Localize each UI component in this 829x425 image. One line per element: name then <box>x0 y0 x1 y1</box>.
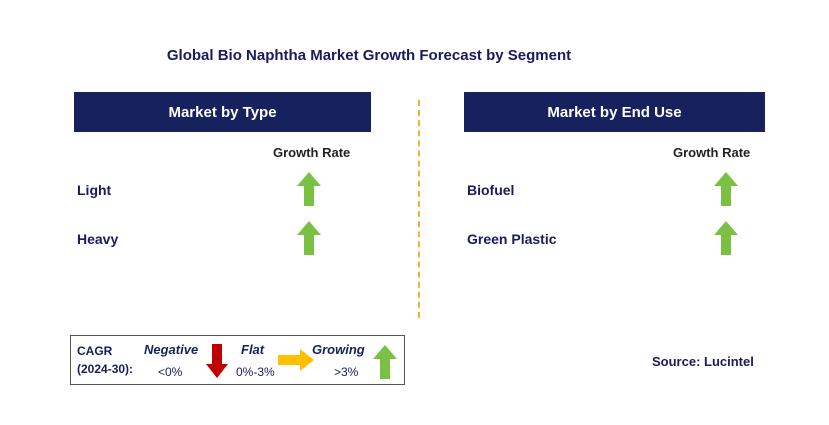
row-label-green-plastic: Green Plastic <box>467 231 557 247</box>
row-label-heavy: Heavy <box>77 231 119 247</box>
legend-negative-range: <0% <box>158 365 183 379</box>
growth-rate-header-end-use: Growth Rate <box>673 145 751 160</box>
up-arrow-icon <box>714 221 738 255</box>
source-note: Source: Lucintel <box>652 354 754 369</box>
legend-growing-label: Growing <box>312 342 365 357</box>
up-arrow-icon <box>297 172 321 206</box>
down-arrow-icon <box>206 344 228 378</box>
legend-growing-range: >3% <box>334 365 359 379</box>
panel-divider <box>418 100 420 318</box>
panel-header-end-use: Market by End Use <box>464 92 765 132</box>
legend-flat-label: Flat <box>241 342 265 357</box>
up-arrow-icon <box>373 345 397 379</box>
row-label-light: Light <box>77 182 112 198</box>
up-arrow-icon <box>297 221 321 255</box>
legend-flat-range: 0%-3% <box>236 365 275 379</box>
page-title: Global Bio Naphtha Market Growth Forecas… <box>166 47 572 64</box>
growth-rate-header-type: Growth Rate <box>273 145 351 160</box>
cagr-label: CAGR (2024-30): <box>77 344 134 376</box>
up-arrow-icon <box>714 172 738 206</box>
cagr-legend: CAGR (2024-30): Negative <0% Flat 0%-3% … <box>70 335 405 385</box>
panel-header-type: Market by Type <box>74 92 371 132</box>
legend-negative-label: Negative <box>144 342 199 357</box>
right-arrow-icon <box>278 349 314 371</box>
row-label-biofuel: Biofuel <box>467 182 515 198</box>
